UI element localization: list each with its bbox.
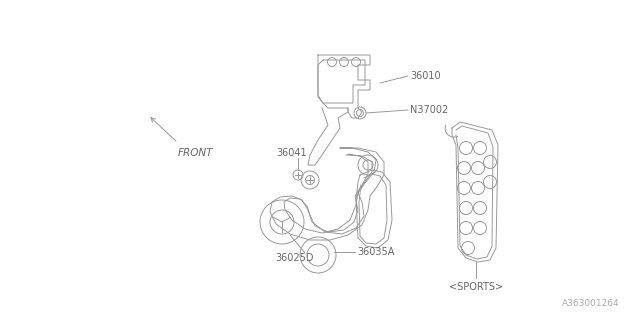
Text: 36035A: 36035A <box>357 247 394 257</box>
Text: 36010: 36010 <box>410 71 440 81</box>
Text: A363001264: A363001264 <box>563 299 620 308</box>
Text: 36025D: 36025D <box>276 253 314 263</box>
Text: FRONT: FRONT <box>178 148 214 158</box>
Text: <SPORTS>: <SPORTS> <box>449 282 503 292</box>
Text: N37002: N37002 <box>410 105 448 115</box>
Text: 36041: 36041 <box>276 148 307 158</box>
